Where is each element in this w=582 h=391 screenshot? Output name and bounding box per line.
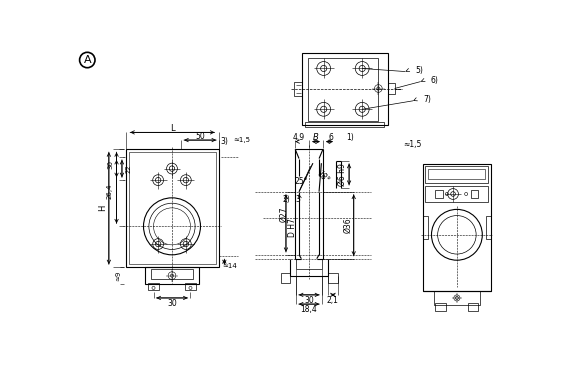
- Text: D H7: D H7: [288, 218, 297, 237]
- Text: Ø36: Ø36: [343, 217, 352, 233]
- Bar: [302, 53, 388, 126]
- Text: 22: 22: [126, 164, 132, 173]
- Bar: [388, 83, 395, 94]
- Text: 18,4: 18,4: [301, 305, 317, 314]
- Text: 30: 30: [108, 160, 113, 169]
- Bar: [328, 273, 338, 283]
- Text: 3): 3): [221, 137, 228, 146]
- Text: 2,1: 2,1: [327, 296, 339, 305]
- Bar: [294, 83, 302, 96]
- Bar: [471, 190, 478, 198]
- Text: 5): 5): [416, 66, 423, 75]
- Text: Ø6 h9: Ø6 h9: [338, 163, 347, 186]
- Bar: [434, 291, 480, 305]
- Text: 6: 6: [328, 133, 333, 142]
- Bar: [151, 269, 193, 280]
- Bar: [435, 190, 443, 198]
- Bar: [307, 58, 378, 121]
- Text: 1): 1): [346, 133, 354, 142]
- Text: 18°: 18°: [315, 169, 331, 185]
- Bar: [435, 303, 446, 311]
- Text: ≈9: ≈9: [115, 271, 121, 281]
- Text: ≈1,5: ≈1,5: [403, 140, 421, 149]
- Text: B: B: [313, 133, 319, 142]
- Bar: [185, 283, 196, 290]
- Bar: [425, 166, 488, 183]
- Text: H: H: [98, 205, 107, 212]
- Bar: [305, 122, 384, 127]
- Bar: [468, 303, 478, 311]
- Text: L: L: [170, 124, 175, 133]
- Bar: [423, 164, 491, 291]
- Bar: [148, 283, 159, 290]
- Text: Ø27: Ø27: [280, 206, 289, 222]
- Text: 30: 30: [304, 296, 314, 305]
- Text: ≈1,5: ≈1,5: [233, 137, 250, 143]
- Bar: [428, 169, 485, 179]
- Text: 30: 30: [167, 299, 177, 308]
- Text: 26,4: 26,4: [107, 184, 113, 199]
- Text: A: A: [83, 55, 91, 65]
- Bar: [425, 185, 488, 203]
- Text: 25°: 25°: [294, 177, 307, 186]
- Text: 2): 2): [282, 195, 290, 204]
- Bar: [486, 215, 491, 239]
- Bar: [423, 215, 428, 239]
- Text: 4,9: 4,9: [293, 133, 305, 142]
- Text: ≈14: ≈14: [222, 263, 237, 269]
- Text: 3: 3: [295, 195, 300, 204]
- Bar: [126, 149, 219, 267]
- Bar: [129, 152, 216, 264]
- Text: 50: 50: [195, 132, 205, 141]
- Text: 7): 7): [423, 95, 431, 104]
- Bar: [281, 273, 290, 283]
- Bar: [145, 267, 199, 284]
- Text: 6): 6): [431, 75, 439, 84]
